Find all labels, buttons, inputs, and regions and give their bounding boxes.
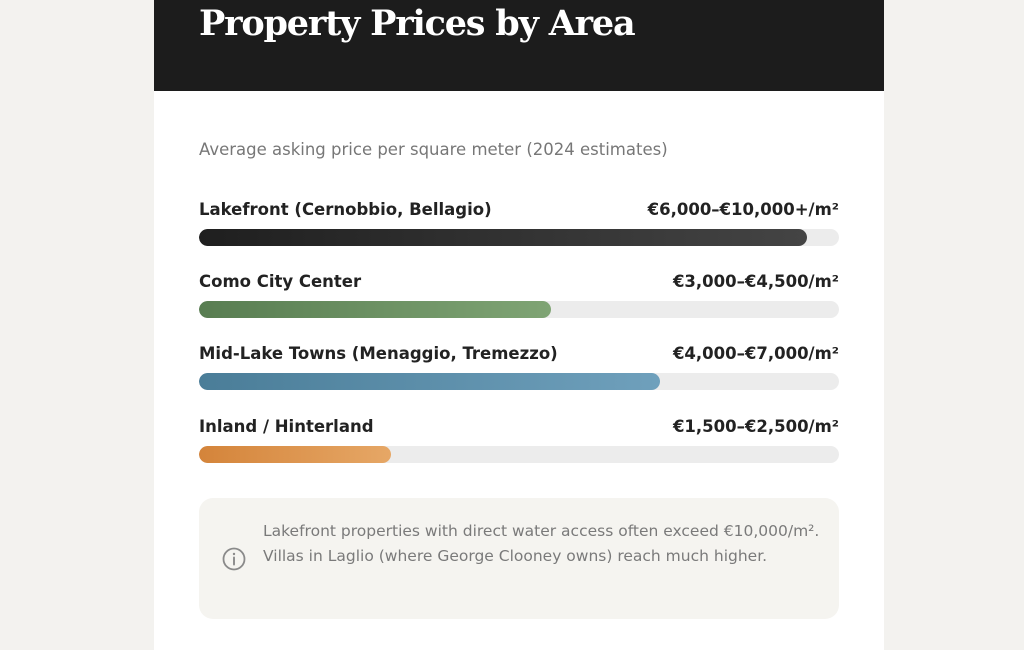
info-note: Lakefront properties with direct water a…: [199, 498, 839, 619]
bar-track: [199, 229, 839, 246]
bar-value-label: €3,000–€4,500/m²: [672, 272, 839, 291]
info-note-text: Lakefront properties with direct water a…: [263, 522, 820, 565]
bar-track: [199, 373, 839, 390]
bar-value-label: €6,000–€10,000+/m²: [647, 200, 839, 219]
price-row-como-city-center: Como City Center €3,000–€4,500/m²: [199, 271, 839, 331]
bar-fill-inland: [199, 446, 391, 463]
bar-label: Como City Center: [199, 272, 362, 291]
bar-label: Inland / Hinterland: [199, 417, 374, 436]
chart-subtitle: Average asking price per square meter (2…: [199, 140, 668, 159]
page-title: Property Prices by Area: [199, 3, 636, 44]
bar-value-label: €4,000–€7,000/m²: [672, 344, 839, 363]
bar-label: Mid-Lake Towns (Menaggio, Tremezzo): [199, 344, 558, 363]
bar-label: Lakefront (Cernobbio, Bellagio): [199, 200, 492, 219]
info-icon: [222, 547, 246, 571]
bar-track: [199, 301, 839, 318]
bar-fill-como-city-center: [199, 301, 551, 318]
price-row-lakefront: Lakefront (Cernobbio, Bellagio) €6,000–€…: [199, 199, 839, 259]
card-header: Property Prices by Area: [154, 0, 884, 91]
bar-fill-mid-lake-towns: [199, 373, 660, 390]
price-card: Property Prices by Area Average asking p…: [154, 0, 884, 650]
price-row-mid-lake-towns: Mid-Lake Towns (Menaggio, Tremezzo) €4,0…: [199, 343, 839, 403]
bar-value-label: €1,500–€2,500/m²: [672, 417, 839, 436]
bar-fill-lakefront: [199, 229, 807, 246]
bar-track: [199, 446, 839, 463]
price-row-inland: Inland / Hinterland €1,500–€2,500/m²: [199, 416, 839, 476]
